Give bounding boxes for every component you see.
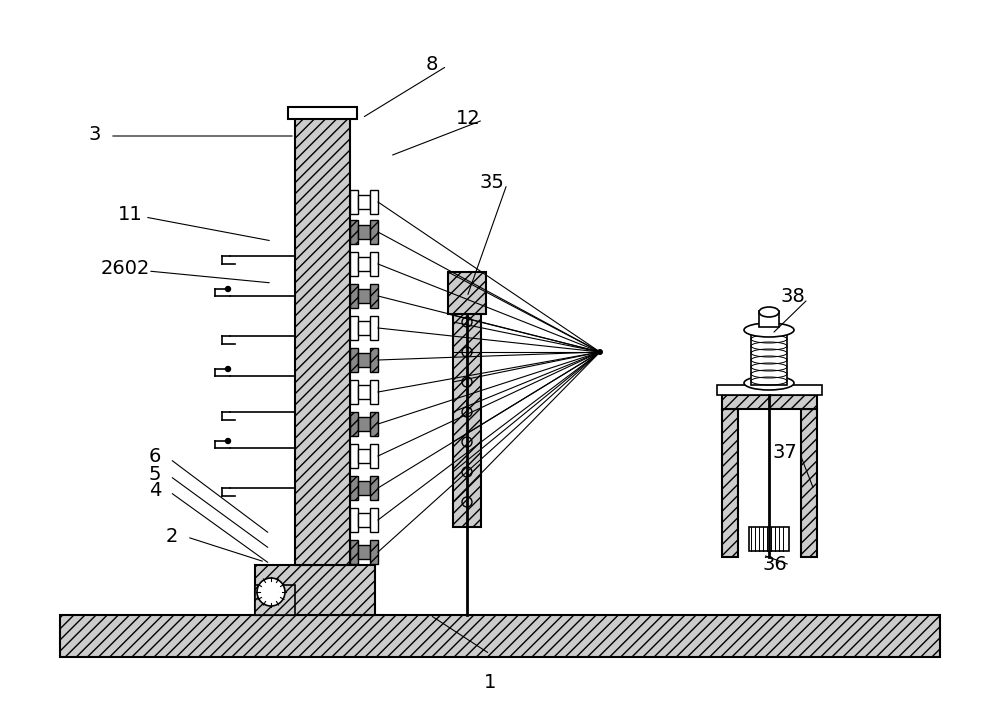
Bar <box>358 385 370 399</box>
Ellipse shape <box>744 376 794 390</box>
Text: 2602: 2602 <box>100 259 150 278</box>
Bar <box>358 353 370 367</box>
Circle shape <box>597 349 603 355</box>
Bar <box>358 481 370 495</box>
Circle shape <box>226 286 230 291</box>
Polygon shape <box>453 297 481 527</box>
Bar <box>370 380 378 404</box>
Bar <box>350 220 358 244</box>
Polygon shape <box>255 565 375 615</box>
Polygon shape <box>722 409 738 557</box>
Text: 4: 4 <box>149 481 161 500</box>
Bar <box>370 476 378 500</box>
Text: 1: 1 <box>484 673 496 691</box>
Polygon shape <box>295 115 350 565</box>
Polygon shape <box>801 409 817 557</box>
Bar <box>358 449 370 463</box>
Bar <box>350 476 358 500</box>
Bar <box>370 348 378 372</box>
Bar <box>751 330 787 385</box>
Bar <box>370 412 378 436</box>
Text: 36: 36 <box>763 555 787 575</box>
Text: 12: 12 <box>456 108 480 127</box>
Circle shape <box>226 367 230 372</box>
Bar <box>370 316 378 340</box>
Text: 37: 37 <box>773 442 797 461</box>
Circle shape <box>257 578 285 606</box>
Bar <box>717 385 822 395</box>
Bar <box>370 540 378 564</box>
Text: 8: 8 <box>426 55 438 73</box>
Text: 5: 5 <box>149 464 161 483</box>
Bar <box>370 252 378 276</box>
Text: 11: 11 <box>118 206 142 224</box>
Bar <box>350 348 358 372</box>
Bar <box>358 257 370 271</box>
Polygon shape <box>722 395 817 409</box>
Bar <box>350 444 358 468</box>
Bar <box>350 252 358 276</box>
Bar <box>358 417 370 431</box>
Text: 38: 38 <box>781 288 805 306</box>
Text: 35: 35 <box>480 172 504 192</box>
Bar <box>358 321 370 335</box>
Bar <box>370 508 378 532</box>
Bar <box>370 444 378 468</box>
Circle shape <box>226 439 230 444</box>
Polygon shape <box>60 615 940 657</box>
Bar <box>350 380 358 404</box>
Polygon shape <box>255 585 295 615</box>
Polygon shape <box>448 272 486 314</box>
Bar <box>350 190 358 214</box>
Text: 3: 3 <box>89 125 101 144</box>
Ellipse shape <box>759 307 779 317</box>
Bar <box>358 545 370 559</box>
Bar <box>288 107 357 119</box>
Bar <box>759 311 779 327</box>
Bar <box>370 284 378 308</box>
Bar <box>350 540 358 564</box>
Bar <box>350 284 358 308</box>
Bar <box>358 513 370 527</box>
Bar <box>358 289 370 303</box>
Bar <box>358 225 370 239</box>
Text: 6: 6 <box>149 448 161 466</box>
Bar <box>350 412 358 436</box>
Bar <box>350 508 358 532</box>
Bar <box>358 195 370 209</box>
Bar <box>370 220 378 244</box>
Bar <box>350 316 358 340</box>
Bar <box>749 527 789 551</box>
Text: 2: 2 <box>166 528 178 547</box>
Ellipse shape <box>744 323 794 337</box>
Bar <box>370 190 378 214</box>
